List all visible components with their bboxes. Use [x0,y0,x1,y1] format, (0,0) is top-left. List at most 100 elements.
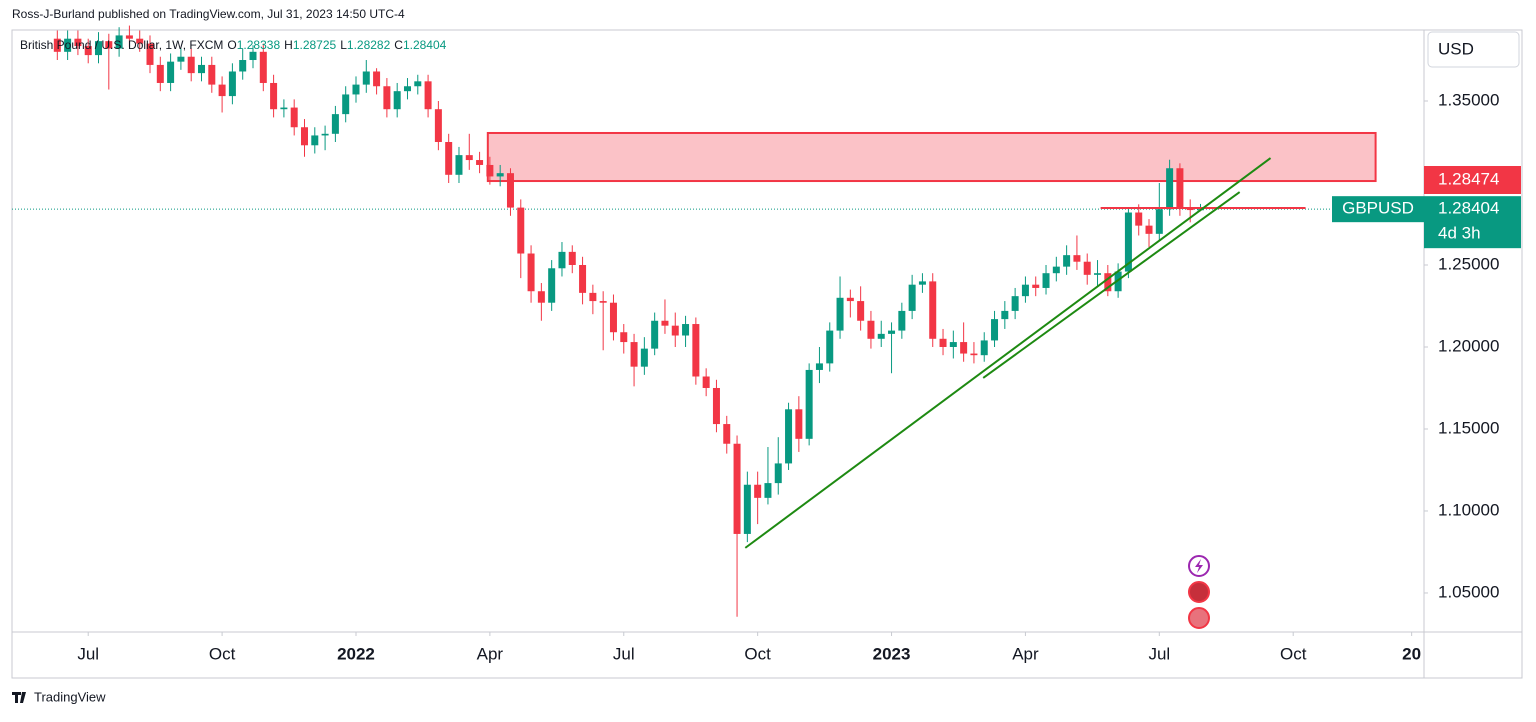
event-icon-bolt [1195,559,1203,573]
y-tick-label: 1.25000 [1438,254,1499,273]
candle-body [1073,255,1081,262]
candle-body [712,387,720,425]
candle-body [177,56,185,62]
candle-body [167,61,175,83]
candle-body [939,338,947,347]
candle-body [599,301,607,303]
legend-title: British Pound / U.S. Dollar, 1W, FXCM [20,38,223,52]
price-tag-label: 1.28404 [1438,199,1499,218]
candle-body [1032,284,1040,288]
x-tick-label: Oct [1280,644,1307,663]
candle-body [785,409,793,464]
legend-key: H [284,38,293,52]
x-tick-label: 2023 [873,644,911,663]
candle-body [105,41,113,49]
legend-value: 1.28338 [237,38,281,52]
candle-body [455,155,463,175]
candle-body [1042,273,1050,288]
candle-body [733,443,741,534]
y-tick-label: 1.10000 [1438,500,1499,519]
candle-body [218,84,226,97]
candle-body [95,41,103,56]
candle-body [517,207,525,254]
candle-body [558,251,566,269]
candle-body [836,297,844,331]
candle-body [403,86,411,92]
candle-body [877,333,885,339]
candle-body [960,342,968,354]
candle-body [640,348,648,367]
candle-body [548,268,556,303]
candle-body [867,320,875,339]
candle-body [774,463,782,484]
candle-body [321,133,329,136]
candle-body [259,51,267,83]
candle-body [826,330,834,364]
candle-body [682,324,690,336]
candle-body [815,363,823,370]
frame [11,29,1523,679]
x-tick-label: Apr [1012,644,1039,663]
candle-body [805,369,813,439]
currency: USD [1438,39,1474,58]
candle-body [898,310,906,331]
candle-body [651,320,659,349]
candle-body [53,38,61,52]
candle-body [609,302,617,333]
candle-body [208,64,216,85]
y-tick-label: 1.35000 [1438,90,1499,109]
candle-body [198,64,206,74]
x-tick-label: Oct [209,644,236,663]
legend-value: 1.28282 [347,38,391,52]
trendline [982,191,1241,379]
candle-body [373,71,381,87]
price-tag [1424,196,1521,249]
candle-body [125,35,133,39]
x-tick-label: 2022 [337,644,375,663]
candle-body [754,484,762,498]
candle-body [723,424,731,444]
resistance-zone [486,131,1377,183]
candle-body [383,86,391,110]
candle-body [228,71,236,97]
candle-body [589,292,597,302]
candle-body [239,60,247,72]
candle-body [136,38,144,44]
level-tag [1424,166,1521,194]
candle-body [568,251,576,265]
candle-body [64,38,72,52]
x-tick-label: Jul [1148,644,1170,663]
candle-body [1166,168,1174,210]
candle-body [661,320,669,326]
event-icons [1188,555,1210,629]
candle-body [1083,261,1091,275]
legend-key: C [394,38,403,52]
candle-body [465,155,473,161]
candle-body [434,109,442,143]
candle-body [702,376,710,388]
candle-body [342,94,350,115]
publisher: Ross-J-Burland published on TradingView.… [12,7,405,21]
candle-body [970,353,978,356]
candle-body [1094,273,1102,275]
y-tick-label: 1.05000 [1438,582,1499,601]
candle-body [84,46,92,56]
candle-body [671,325,679,336]
candle-body [270,82,278,110]
currency-box [1427,31,1520,68]
candle-body [115,35,123,49]
trendline [744,157,1272,549]
candle-body [620,332,628,343]
symbol-tag [1332,196,1424,223]
candle-body [331,114,339,134]
candle-body [1124,212,1132,272]
candle-body [74,38,82,47]
y-tick-label: 1.20000 [1438,336,1499,355]
candle-body [352,84,360,95]
candle-body [929,281,937,339]
event-icon [1188,581,1210,603]
candle-body [857,301,865,321]
x-tick-label: Jul [77,644,99,663]
level-tag-label: 1.28474 [1438,169,1499,188]
